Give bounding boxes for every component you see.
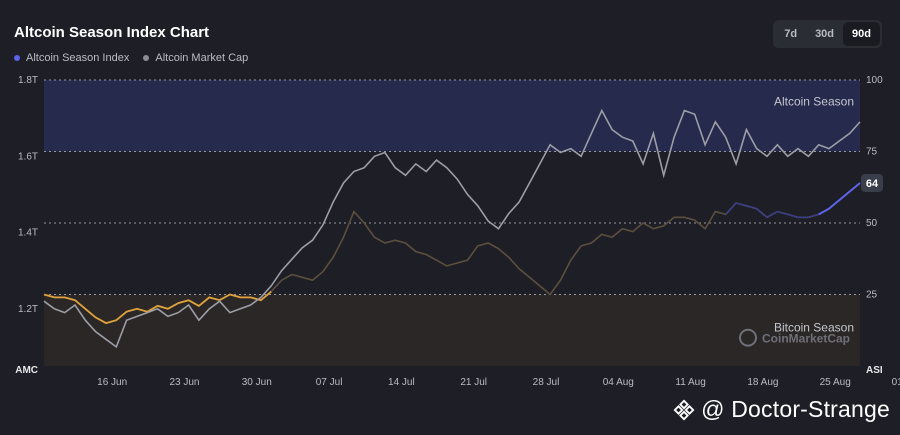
- range-button-30d[interactable]: 30d: [815, 28, 835, 40]
- x-tick-label: 04 Aug: [603, 377, 634, 388]
- y-axis-right-label: ASI: [866, 365, 883, 376]
- y-tick-left: 1.8T: [18, 75, 38, 86]
- coinmarketcap-logo-icon: [739, 328, 757, 347]
- x-tick-label: 11 Aug: [675, 377, 705, 388]
- y-tick-left: 1.6T: [18, 151, 38, 162]
- legend-label: Altcoin Market Cap: [155, 52, 249, 64]
- x-tick-label: 21 Jul: [460, 377, 487, 388]
- y-tick-right: 75: [866, 147, 878, 158]
- x-tick-label: 25 Aug: [820, 377, 851, 388]
- series-asi-current-segment: [818, 182, 861, 216]
- series-asi-bitcoin-season-segment: [43, 290, 272, 325]
- legend-dot-icon: [14, 55, 20, 61]
- y-tick-right: 25: [866, 290, 878, 301]
- y-tick-right: 50: [866, 218, 878, 229]
- x-tick-label: 30 Jun: [242, 377, 272, 388]
- watermark-text: @ Doctor-Strange: [701, 396, 890, 422]
- x-tick-label: 16 Jun: [97, 377, 127, 388]
- zone-bitcoin-season: [44, 294, 860, 366]
- watermark: @ Doctor-Strange: [673, 396, 890, 423]
- current-value-label: 64: [866, 178, 879, 190]
- coinmarketcap-logo-text: CoinMarketCap: [762, 332, 850, 346]
- x-tick-label: 14 Jul: [388, 377, 415, 388]
- legend-item-asi[interactable]: Altcoin Season Index: [14, 52, 129, 64]
- legend-item-amc[interactable]: Altcoin Market Cap: [143, 52, 248, 64]
- x-tick-label: 18 Aug: [747, 377, 778, 388]
- current-value-badge: [861, 173, 883, 192]
- x-tick-label: 07 Jul: [316, 377, 343, 388]
- exchange-logo-icon: [673, 399, 695, 420]
- range-button-90d[interactable]: 90d: [843, 22, 880, 46]
- legend-label: Altcoin Season Index: [26, 52, 130, 64]
- y-axis-left-label: AMC: [15, 365, 38, 376]
- y-tick-right: 100: [866, 75, 883, 86]
- x-tick-label: 23 Jun: [169, 377, 199, 388]
- legend-dot-icon: [143, 55, 150, 61]
- range-button-7d[interactable]: 7d: [784, 28, 798, 40]
- zone-label-altcoin-season: Altcoin Season: [774, 95, 854, 109]
- x-tick-label: 01 Sep: [892, 377, 900, 388]
- y-tick-left: 1.4T: [18, 228, 38, 239]
- zone-altcoin-season: [44, 80, 860, 152]
- x-tick-label: 28 Jul: [533, 377, 560, 388]
- chart-legend: Altcoin Season Index Altcoin Market Cap: [14, 52, 248, 64]
- zone-label-bitcoin-season: Bitcoin Season: [774, 321, 854, 335]
- y-tick-left: 1.2T: [18, 304, 38, 315]
- time-range-selector: 7d 30d 90d: [773, 20, 882, 48]
- series-amc-line: [43, 108, 861, 349]
- page-title: Altcoin Season Index Chart: [14, 24, 210, 41]
